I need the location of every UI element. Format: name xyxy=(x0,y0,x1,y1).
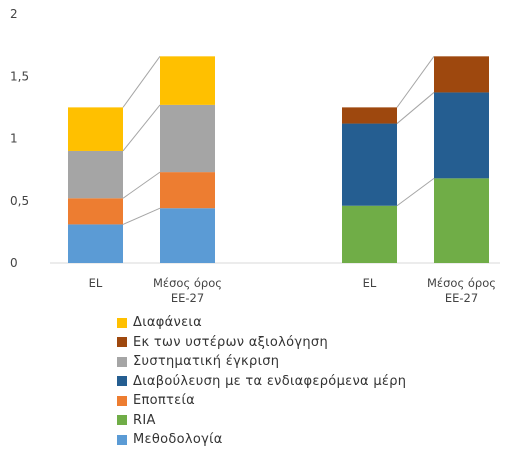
bar-segment xyxy=(68,107,123,151)
bars xyxy=(68,56,489,263)
legend-swatch xyxy=(117,415,127,426)
legend-item: Εκ των υστέρων αξιολόγηση xyxy=(117,333,406,353)
category-label: ΕΕ-27 xyxy=(445,291,478,305)
legend-swatch xyxy=(117,317,127,328)
legend-item: Συστηματική έγκριση xyxy=(117,352,406,372)
series-connector-line xyxy=(396,92,435,124)
legend-swatch xyxy=(117,376,127,387)
series-connector-line xyxy=(122,207,161,225)
legend-label: Εποπτεία xyxy=(133,393,196,409)
series-connector-line xyxy=(122,104,161,152)
bar-segment xyxy=(160,104,215,173)
category-label: ΕΕ-27 xyxy=(171,291,204,305)
bar-segment xyxy=(434,178,489,263)
bar-segment xyxy=(342,123,397,206)
legend-label: Διαφάνεια xyxy=(133,315,202,331)
category-label: EL xyxy=(89,276,103,290)
legend-swatch xyxy=(117,356,127,367)
bar-segment xyxy=(434,92,489,179)
legend-item: Εποπτεία xyxy=(117,391,406,411)
bar-segment xyxy=(342,205,397,263)
legend-swatch xyxy=(117,434,127,445)
y-tick-label: 1 xyxy=(10,132,18,146)
y-tick-label: 1,5 xyxy=(10,69,29,83)
category-label: Μέσος όρος xyxy=(427,276,496,290)
bar-segment xyxy=(434,56,489,93)
legend-label: Συστηματική έγκριση xyxy=(133,354,280,370)
bar-segment xyxy=(68,198,123,225)
legend-label: Μεθοδολογία xyxy=(133,432,223,448)
series-connector-line xyxy=(122,56,161,108)
legend: Διαφάνεια Εκ των υστέρων αξιολόγηση Συστημ… xyxy=(117,313,406,450)
y-tick-label: 2 xyxy=(10,7,18,21)
legend-item: Διαφάνεια xyxy=(117,313,406,333)
bar-segment xyxy=(160,56,215,105)
bar-segment xyxy=(160,208,215,263)
series-connector-line xyxy=(396,177,435,207)
legend-item: Μεθοδολογία xyxy=(117,430,406,450)
y-tick-label: 0,5 xyxy=(10,194,29,208)
legend-label: Εκ των υστέρων αξιολόγηση xyxy=(133,334,328,350)
series-connectors xyxy=(122,56,435,225)
category-label: EL xyxy=(363,276,377,290)
bar-segment xyxy=(342,107,397,124)
legend-swatch xyxy=(117,337,127,348)
series-connector-line xyxy=(396,56,435,108)
legend-item: Διαβούλευση με τα ενδιαφερόμενα μέρη xyxy=(117,372,406,392)
y-tick-label: 0 xyxy=(10,256,18,270)
category-label: Μέσος όρος xyxy=(153,276,222,290)
legend-swatch xyxy=(117,395,127,406)
y-axis-ticks: 0 0,5 1 1,5 2 xyxy=(10,7,29,270)
bar-segment xyxy=(68,150,123,199)
legend-item: RIA xyxy=(117,411,406,431)
series-connector-line xyxy=(122,171,161,199)
bar-segment xyxy=(160,172,215,209)
legend-label: Διαβούλευση με τα ενδιαφερόμενα μέρη xyxy=(133,373,407,389)
bar-segment xyxy=(68,224,123,263)
legend-label: RIA xyxy=(133,412,156,428)
